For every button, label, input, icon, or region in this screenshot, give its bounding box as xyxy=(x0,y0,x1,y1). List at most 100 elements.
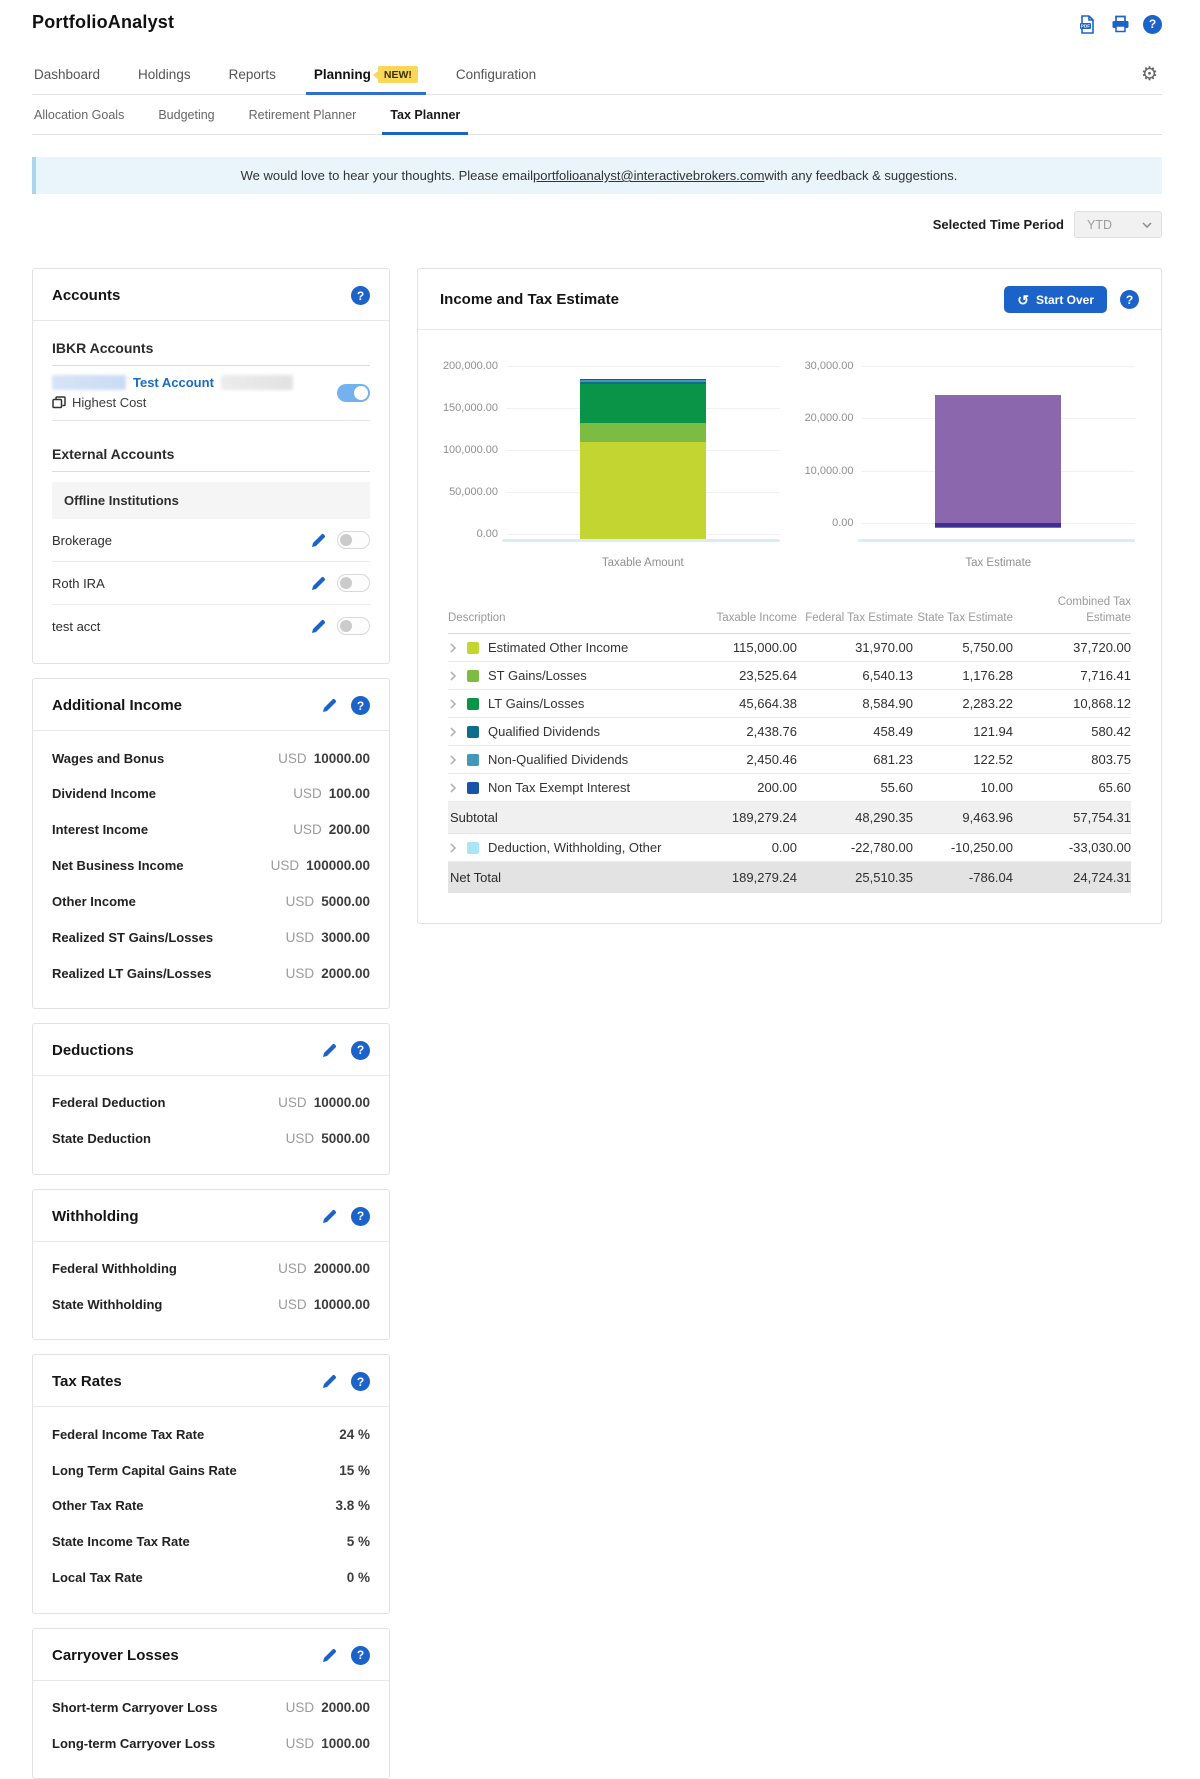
external-account-row: Roth IRA xyxy=(52,562,370,605)
kv-value: 1000.00 xyxy=(321,1736,370,1751)
app-header: PortfolioAnalyst PDF ? xyxy=(32,10,1162,34)
time-period-value: YTD xyxy=(1087,218,1112,232)
row-value: 122.52 xyxy=(913,746,1013,773)
row-value: 2,438.76 xyxy=(685,718,797,745)
tab-label: Reports xyxy=(229,67,276,82)
row-value: 6,540.13 xyxy=(797,662,913,689)
edit-pencil-icon[interactable] xyxy=(321,697,338,714)
series-color-swatch xyxy=(467,642,479,654)
tab-configuration[interactable]: Configuration xyxy=(454,58,538,94)
help-icon[interactable]: ? xyxy=(351,1372,370,1391)
help-icon[interactable]: ? xyxy=(351,696,370,715)
deductions-title: Deductions xyxy=(52,1042,134,1059)
expand-chevron-icon[interactable] xyxy=(448,843,458,853)
external-account-name: test acct xyxy=(52,619,100,634)
expand-chevron-icon[interactable] xyxy=(448,643,458,653)
kv-label: Federal Deduction xyxy=(52,1094,165,1113)
accounts-help-icon[interactable]: ? xyxy=(351,286,370,305)
external-account-toggle[interactable] xyxy=(337,617,370,635)
help-icon[interactable]: ? xyxy=(351,1207,370,1226)
y-axis-tick: 20,000.00 xyxy=(805,412,854,424)
tab-holdings[interactable]: Holdings xyxy=(136,58,193,94)
expand-chevron-icon[interactable] xyxy=(448,755,458,765)
row-value: 121.94 xyxy=(913,718,1013,745)
expand-chevron-icon[interactable] xyxy=(448,699,458,709)
subtab-budgeting[interactable]: Budgeting xyxy=(156,95,216,134)
row-value: 803.75 xyxy=(1013,746,1131,773)
account-name-link[interactable]: Test Account xyxy=(133,375,214,390)
kv-unit: USD xyxy=(278,1261,307,1276)
help-icon[interactable]: ? xyxy=(351,1646,370,1665)
external-accounts-heading: External Accounts xyxy=(52,433,370,472)
export-pdf-icon[interactable]: PDF xyxy=(1077,14,1097,34)
estimate-help-icon[interactable]: ? xyxy=(1120,290,1139,309)
estimate-title: Income and Tax Estimate xyxy=(440,291,619,308)
kv-value: 2000.00 xyxy=(321,966,370,981)
edit-pencil-icon[interactable] xyxy=(321,1373,338,1390)
external-account-toggle[interactable] xyxy=(337,574,370,592)
expand-chevron-icon[interactable] xyxy=(448,727,458,737)
column-header: Federal Tax Estimate xyxy=(797,611,913,627)
kv-unit: USD xyxy=(278,1095,307,1110)
total-value: 189,279.24 xyxy=(685,862,797,893)
app-title: PortfolioAnalyst xyxy=(32,10,174,33)
edit-pencil-icon[interactable] xyxy=(321,1208,338,1225)
kv-label: Realized ST Gains/Losses xyxy=(52,929,213,948)
total-value: 25,510.35 xyxy=(797,862,913,893)
expand-chevron-icon[interactable] xyxy=(448,671,458,681)
row-label: Estimated Other Income xyxy=(488,640,628,655)
tax-rates-title: Tax Rates xyxy=(52,1373,122,1390)
subtab-retirement-planner[interactable]: Retirement Planner xyxy=(247,95,359,134)
edit-pencil-icon[interactable] xyxy=(310,532,327,549)
bar-segment xyxy=(580,379,706,381)
row-value: 681.23 xyxy=(797,746,913,773)
external-account-name: Brokerage xyxy=(52,533,112,548)
edit-pencil-icon[interactable] xyxy=(321,1647,338,1664)
bar-segment xyxy=(580,442,706,539)
edit-pencil-icon[interactable] xyxy=(310,618,327,635)
time-period-select[interactable]: YTD xyxy=(1074,211,1162,238)
additional-income-title: Additional Income xyxy=(52,697,182,714)
subtab-allocation-goals[interactable]: Allocation Goals xyxy=(32,95,126,134)
withholding-title: Withholding xyxy=(52,1208,139,1225)
help-icon[interactable]: ? xyxy=(351,1041,370,1060)
kv-label: State Withholding xyxy=(52,1296,162,1315)
kv-value: 24 % xyxy=(339,1427,370,1442)
print-icon[interactable] xyxy=(1110,14,1130,34)
row-value: 115,000.00 xyxy=(685,634,797,661)
kv-label: Net Business Income xyxy=(52,857,184,876)
time-period-row: Selected Time Period YTD xyxy=(32,211,1162,238)
help-icon[interactable]: ? xyxy=(1143,15,1162,34)
external-account-toggle[interactable] xyxy=(337,531,370,549)
tab-dashboard[interactable]: Dashboard xyxy=(32,58,102,94)
expand-chevron-icon[interactable] xyxy=(448,783,458,793)
row-value: 0.00 xyxy=(685,834,797,861)
tab-reports[interactable]: Reports xyxy=(227,58,278,94)
column-header: Taxable Income xyxy=(685,611,797,627)
series-color-swatch xyxy=(467,698,479,710)
feedback-email-link[interactable]: portfolioanalyst@interactivebrokers.com xyxy=(533,168,764,183)
tab-label: Planning xyxy=(314,67,371,82)
row-value: 23,525.64 xyxy=(685,662,797,689)
start-over-button[interactable]: ↺ Start Over xyxy=(1004,286,1107,313)
accounts-title: Accounts xyxy=(52,287,120,304)
ibkr-accounts-heading: IBKR Accounts xyxy=(52,327,370,366)
bar xyxy=(580,366,706,544)
edit-pencil-icon[interactable] xyxy=(321,1042,338,1059)
account-toggle[interactable] xyxy=(337,384,370,402)
subtab-tax-planner[interactable]: Tax Planner xyxy=(388,95,462,134)
edit-pencil-icon[interactable] xyxy=(310,575,327,592)
settings-gear-icon[interactable]: ⚙ xyxy=(1137,63,1162,94)
row-value: 55.60 xyxy=(797,774,913,801)
